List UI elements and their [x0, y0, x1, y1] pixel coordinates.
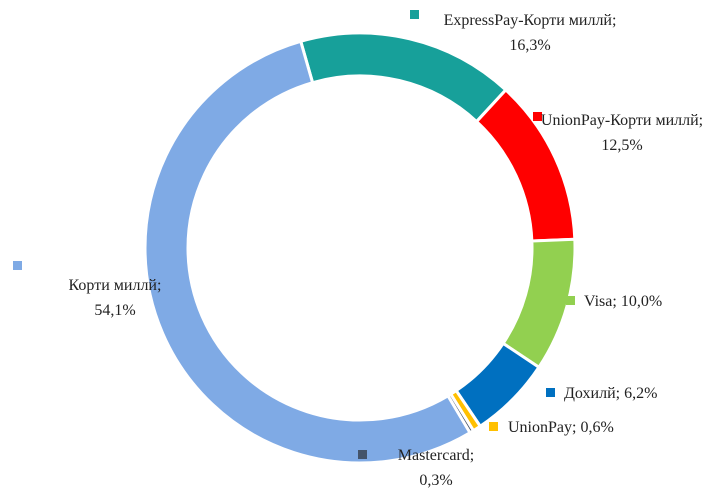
donut-slice — [298, 31, 508, 124]
legend-marker — [13, 261, 22, 270]
label-category: ExpressPay-Корти миллй — [444, 12, 613, 29]
label-category: UnionPay — [508, 419, 572, 436]
label-value: 6,2% — [624, 385, 657, 402]
label-value: 10,0% — [621, 293, 662, 310]
donut-slice — [501, 237, 577, 370]
label-separator: ; — [612, 293, 616, 310]
legend-marker — [358, 450, 367, 459]
label-category: Дохилй — [564, 385, 616, 402]
label-category: Visa — [584, 293, 612, 310]
legend-marker — [489, 422, 498, 431]
label-value: 12,5% — [601, 137, 642, 154]
legend-marker — [546, 388, 555, 397]
label-value: 0,6% — [580, 419, 613, 436]
data-label: Visa; 10,0% — [584, 293, 662, 310]
data-label: UnionPay; 0,6% — [508, 419, 614, 436]
label-separator: ; — [157, 277, 161, 294]
donut-slice — [143, 39, 473, 465]
data-label: Mastercard; 0,3% — [398, 447, 474, 489]
label-value: 54,1% — [94, 302, 135, 319]
label-value: 0,3% — [419, 472, 452, 489]
data-label: ExpressPay-Корти миллй; 16,3% — [444, 12, 617, 54]
label-separator: ; — [572, 419, 576, 436]
label-category: Mastercard — [398, 447, 470, 464]
label-category: UnionPay-Корти миллй — [541, 112, 699, 129]
label-separator: ; — [470, 447, 474, 464]
data-label: Дохилй; 6,2% — [564, 385, 657, 402]
legend-marker — [566, 296, 575, 305]
data-label: UnionPay-Корти миллй; 12,5% — [541, 112, 703, 154]
label-category: Корти миллй — [69, 277, 158, 294]
label-separator: ; — [616, 385, 620, 402]
label-separator: ; — [699, 112, 703, 129]
legend-marker — [410, 10, 419, 19]
legend-marker — [533, 112, 542, 121]
label-separator: ; — [612, 12, 616, 29]
data-label: Корти миллй; 54,1% — [69, 277, 162, 319]
label-value: 16,3% — [509, 37, 550, 54]
